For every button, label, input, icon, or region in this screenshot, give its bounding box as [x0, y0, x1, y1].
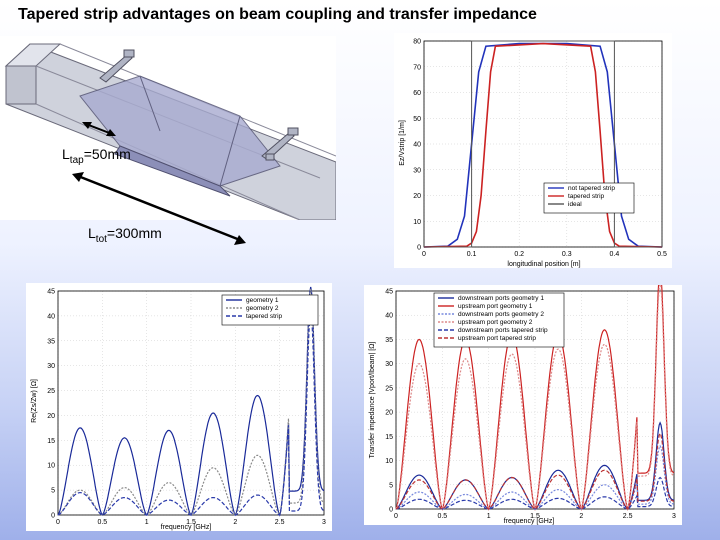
impedance-series-tapered-strip [57, 311, 325, 516]
tr-ytick-label: 10 [385, 458, 393, 465]
imp-legend-entry: geometry 2 [246, 305, 279, 312]
imp-legend-entry: tapered strip [246, 313, 283, 320]
tr-ytick-label: 35 [385, 337, 393, 344]
field-xtick-label: 0.5 [657, 251, 667, 258]
beam-pipe-3d-icon [4, 43, 336, 220]
imp-ytick-label: 25 [47, 388, 55, 395]
tr-legend-entry: downstream ports geometry 2 [458, 311, 544, 318]
ltap-label: Ltap=50mm [62, 146, 131, 166]
imp-xtick-label: 1 [145, 519, 149, 526]
ltot-label: Ltot=300mm [88, 225, 162, 245]
field-series-ideal [424, 40, 662, 248]
field-xtick-label: 0.4 [610, 251, 620, 258]
imp-ytick-label: 20 [47, 413, 55, 420]
field-ytick-label: 70 [413, 64, 421, 71]
field-legend-entry: not tapered strip [568, 185, 615, 192]
tr-ytick-label: 25 [385, 385, 393, 392]
field-xtick-label: 0.2 [514, 251, 524, 258]
field-x-axis-label: longitudinal position [m] [507, 261, 580, 268]
field-xtick-label: 0.3 [562, 251, 572, 258]
field-xtick-label: 0.1 [467, 251, 477, 258]
field-ytick-label: 0 [417, 245, 421, 252]
transfer-series-upstream-port-tapered-strip [395, 431, 675, 510]
imp-ytick-label: 0 [51, 513, 55, 520]
tr-xtick-label: 3 [672, 513, 676, 520]
imp-ytick-label: 15 [47, 438, 55, 445]
imp-ytick-label: 30 [47, 363, 55, 370]
imp-ytick-label: 45 [47, 289, 55, 296]
strip-geometry-drawing [0, 36, 336, 220]
ltot-arrow-icon [72, 172, 246, 245]
field-ytick-label: 80 [413, 39, 421, 46]
field-legend-entry: tapered strip [568, 193, 605, 200]
tr-ytick-label: 0 [389, 507, 393, 514]
tr-legend-entry: upstream port geometry 1 [458, 303, 533, 310]
imp-xtick-label: 2 [233, 519, 237, 526]
field-ytick-label: 30 [413, 167, 421, 174]
tr-legend-entry: downstream ports geometry 1 [458, 295, 544, 302]
field-ytick-label: 20 [413, 193, 421, 200]
tr-legend-box [433, 292, 565, 348]
imp-ytick-label: 40 [47, 313, 55, 320]
field-ytick-label: 40 [413, 142, 421, 149]
field-xtick-label: 0 [422, 251, 426, 258]
impedance-y-axis-label: Re(Zs/Zw) [Ω] [31, 379, 38, 423]
tr-ytick-label: 40 [385, 313, 393, 320]
tr-ytick-label: 5 [389, 482, 393, 489]
imp-xtick-label: 3 [322, 519, 326, 526]
field-plot-frame [423, 40, 663, 248]
tr-ytick-label: 30 [385, 361, 393, 368]
tr-ytick-label: 15 [385, 434, 393, 441]
imp-xtick-label: 0.5 [97, 519, 107, 526]
impedance-x-axis-label: frequency [GHz] [161, 524, 212, 531]
tr-xtick-label: 1 [487, 513, 491, 520]
field-profile-chart: 0 0.1 0.2 0.3 0.4 0.5 0 10 20 30 40 50 60 70 80 not ta… [394, 33, 672, 268]
transfer-impedance-chart: 0 0.5 1 1.5 2 2.5 3 0 5 10 15 20 25 30 35 40 45 downstre… [364, 285, 682, 525]
field-ytick-label: 50 [413, 116, 421, 123]
transfer-x-axis-label: frequency [GHz] [504, 518, 555, 525]
imp-xtick-label: 1.5 [186, 519, 196, 526]
imp-xtick-label: 2.5 [275, 519, 285, 526]
imp-legend-entry: geometry 1 [246, 297, 279, 304]
tr-xtick-label: 2 [579, 513, 583, 520]
tr-ytick-label: 20 [385, 410, 393, 417]
tr-legend-entry: downstream ports tapered strip [458, 327, 548, 334]
tr-xtick-label: 0 [394, 513, 398, 520]
tr-xtick-label: 0.5 [437, 513, 447, 520]
field-legend-entry: ideal [568, 201, 582, 208]
tr-xtick-label: 1.5 [530, 513, 540, 520]
imp-ytick-label: 10 [47, 463, 55, 470]
tr-xtick-label: 2.5 [623, 513, 633, 520]
field-series-not-tapered-strip [423, 42, 663, 248]
tr-ytick-label: 45 [385, 289, 393, 296]
ltap-arrow-icon [82, 122, 116, 136]
field-ytick-label: 60 [413, 90, 421, 97]
slide-title: Tapered strip advantages on beam couplin… [18, 6, 537, 23]
imp-xtick-label: 0 [56, 519, 60, 526]
field-profile-svg: 0 0.1 0.2 0.3 0.4 0.5 0 10 20 30 40 50 60 70 80 not ta… [399, 39, 667, 269]
transfer-series-downstream-ports-tapered-strip [395, 476, 674, 510]
imp-ytick-label: 5 [51, 488, 55, 495]
transfer-y-axis-label: Transfer impedance |Vport/Ibeam| [Ω] [369, 342, 376, 459]
tr-legend-entry: upstream port geometry 2 [458, 319, 533, 326]
field-ytick-label: 10 [413, 219, 421, 226]
imp-ytick-label: 35 [47, 338, 55, 345]
tr-legend-entry: upstream port tapered strip [458, 335, 536, 342]
field-series-tapered-strip [423, 42, 663, 248]
beam-impedance-chart: 0 0.5 1 1.5 2 2.5 3 0 5 10 15 20 25 30 35 40 45 geometry… [26, 283, 332, 531]
field-y-axis-label: Ez/Vstrip [1/m] [399, 120, 406, 166]
